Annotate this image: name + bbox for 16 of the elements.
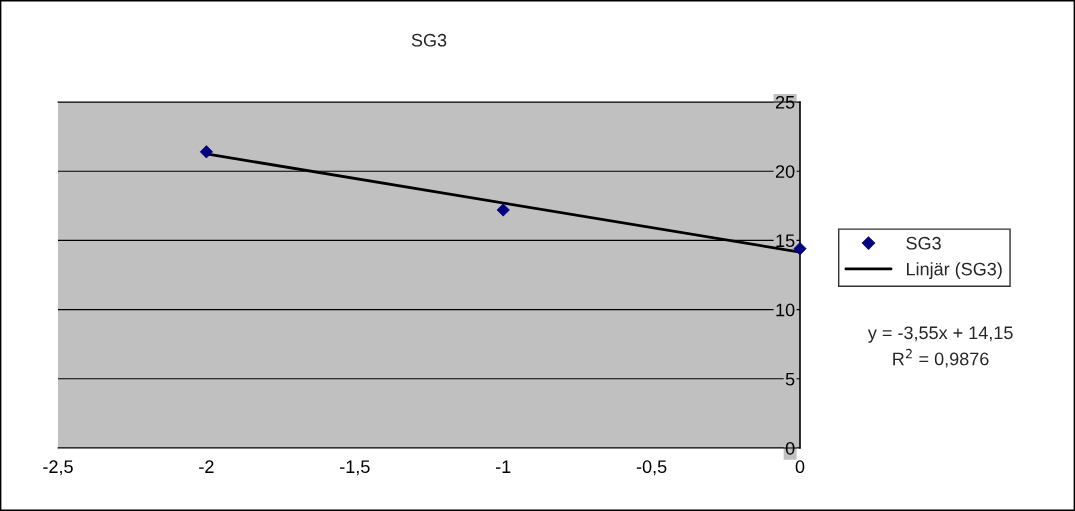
legend-label: SG3 [906,236,941,250]
x-tick-label: -2,5 [43,460,73,476]
x-tick-label: 0 [795,460,805,474]
y-tick-label: 5 [785,372,795,386]
y-tick-label: 15 [776,234,795,248]
y-tick-label: 25 [775,95,795,109]
x-tick-label: -0,5 [636,460,667,476]
y-tick-label: 20 [775,165,795,178]
y-tick-label: 0 [785,441,795,455]
y-tick-label: 10 [776,303,795,317]
chart-title: SG3 [411,33,447,47]
legend-label: Linjär (SG3) [906,262,1002,280]
x-tick-label: -1,5 [340,460,370,476]
x-tick-label: -2 [199,460,214,473]
x-tick-label: -1 [495,460,511,473]
text: y = -3,55x + 14,15 R$^{2}$ = 0,9876 [867,326,1013,368]
